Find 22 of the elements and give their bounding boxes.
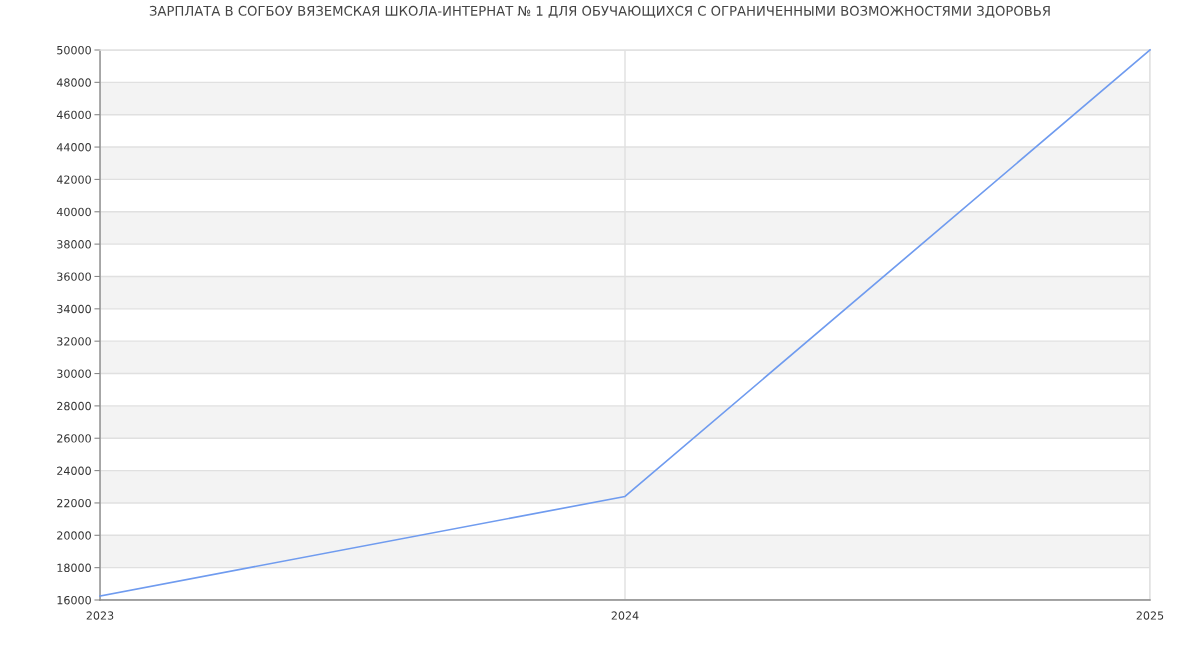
chart-title: ЗАРПЛАТА В СОГБОУ ВЯЗЕМСКАЯ ШКОЛА-ИНТЕРНАТ № 1 ДЛЯ ОБУЧАЮЩИХСЯ С ОГРАНИЧЕННЫМИ ВОЗМОЖНОСТЯМИ ЗДОРОВЬЯ [149, 5, 1050, 18]
y-tick-label: 20000 [57, 531, 91, 540]
y-tick-label: 24000 [57, 466, 91, 475]
y-tick-label: 38000 [57, 240, 91, 249]
y-tick-label: 16000 [57, 595, 91, 605]
y-tick-label: 18000 [57, 563, 91, 573]
y-tick-label: 40000 [56, 207, 91, 217]
y-tick-label: 46000 [56, 110, 91, 120]
y-tick-label: 42000 [56, 175, 91, 184]
y-tick-label: 50000 [57, 45, 91, 55]
x-tick-label: 2024 [611, 611, 639, 620]
y-tick-label: 30000 [57, 369, 91, 378]
y-tick-label: 28000 [57, 401, 91, 411]
y-tick-label: 32000 [57, 337, 91, 346]
y-tick-label: 44000 [56, 143, 91, 152]
y-tick-label: 34000 [57, 304, 91, 314]
y-tick-label: 48000 [56, 78, 91, 87]
x-tick-label: 2023 [86, 611, 114, 620]
x-tick-label: 2025 [1136, 611, 1164, 620]
y-tick-label: 26000 [57, 434, 91, 443]
y-tick-label: 36000 [57, 272, 91, 281]
y-tick-label: 22000 [57, 498, 91, 508]
